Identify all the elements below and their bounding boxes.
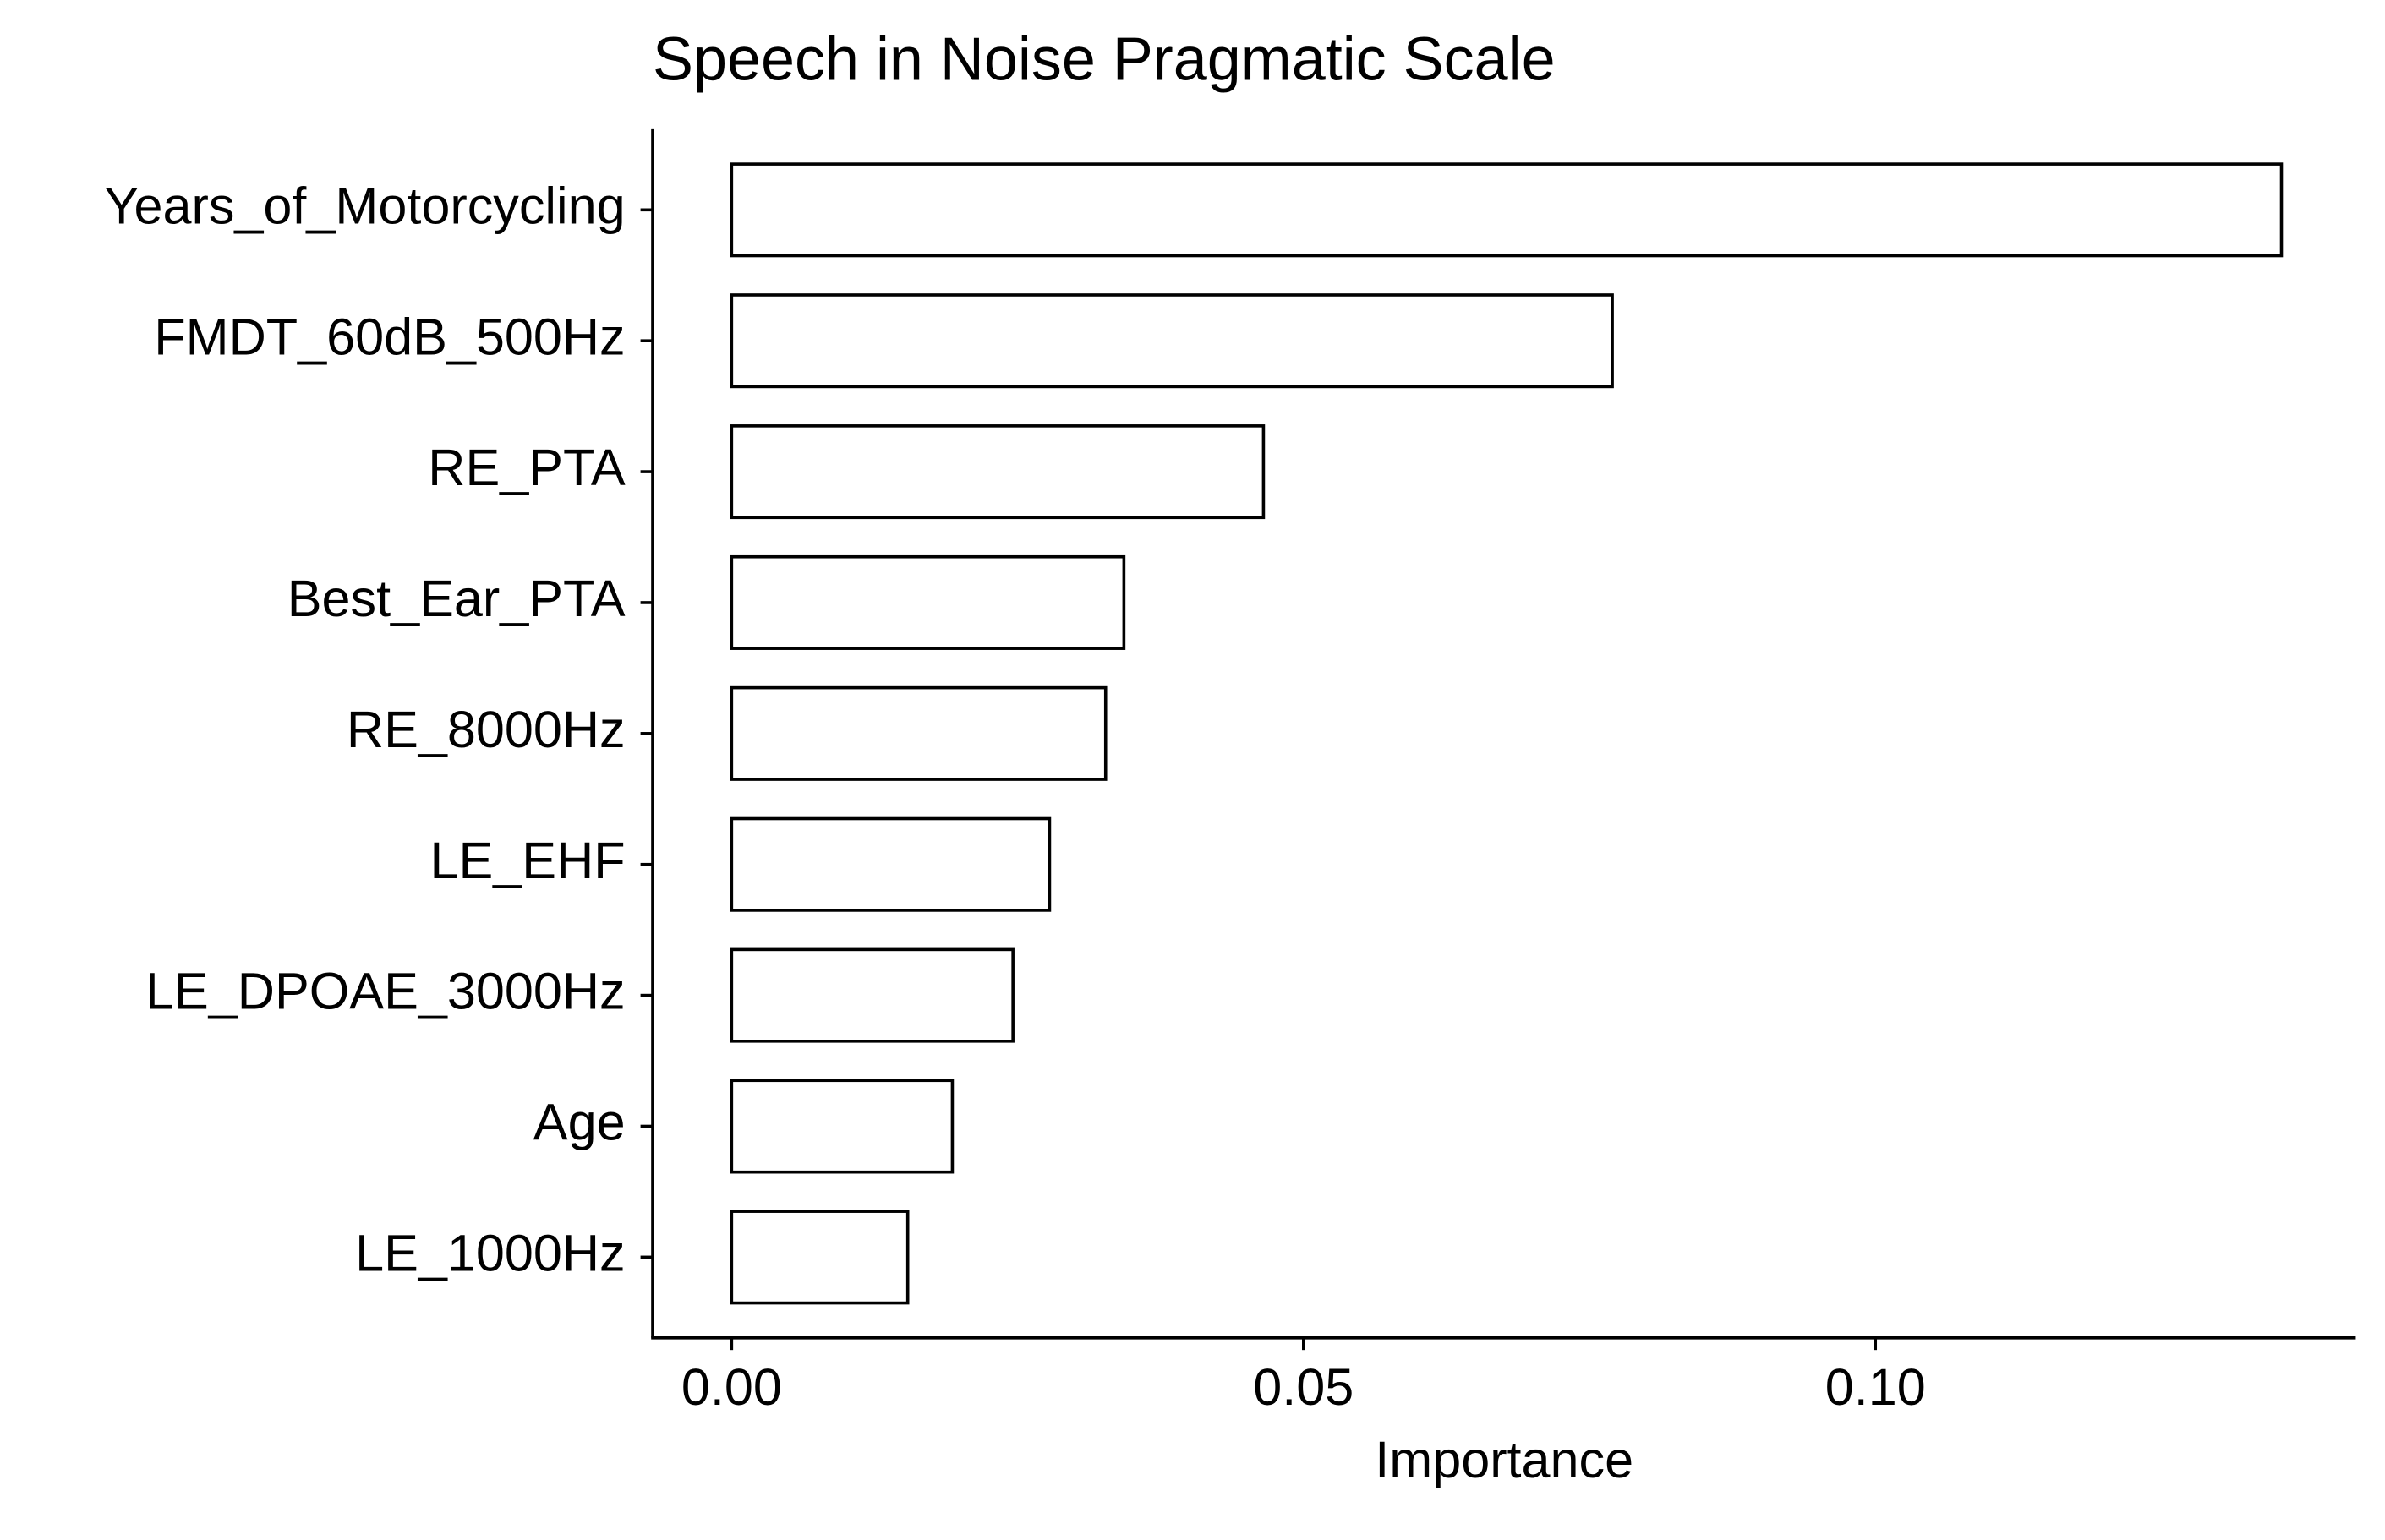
bar	[730, 1079, 955, 1174]
y-tick-label: RE_PTA	[428, 439, 626, 496]
bar	[730, 162, 2284, 258]
y-tick-label: LE_1000Hz	[355, 1225, 626, 1282]
y-tick-label: Years_of_Motorcycling	[104, 177, 625, 234]
bar	[730, 816, 1052, 912]
y-tick-label: LE_DPOAE_3000Hz	[145, 963, 626, 1020]
bar	[730, 554, 1126, 650]
bar	[730, 947, 1015, 1043]
x-tick-label: 0.10	[1825, 1358, 1926, 1416]
x-tick-label: 0.00	[681, 1358, 782, 1416]
bar	[730, 424, 1266, 520]
bar	[730, 293, 1614, 389]
chart-title: Speech in Noise Pragmatic Scale	[653, 26, 1556, 94]
x-axis-label: Importance	[1375, 1431, 1633, 1488]
bar	[730, 685, 1108, 781]
bar	[730, 1210, 910, 1305]
y-tick-label: Best_Ear_PTA	[287, 570, 626, 627]
y-tick-label: RE_8000Hz	[347, 701, 626, 758]
x-tick-label: 0.05	[1253, 1358, 1354, 1416]
y-tick-label: Age	[533, 1094, 626, 1151]
y-tick-label: LE_EHF	[430, 832, 626, 889]
y-tick-label: FMDT_60dB_500Hz	[154, 308, 625, 365]
